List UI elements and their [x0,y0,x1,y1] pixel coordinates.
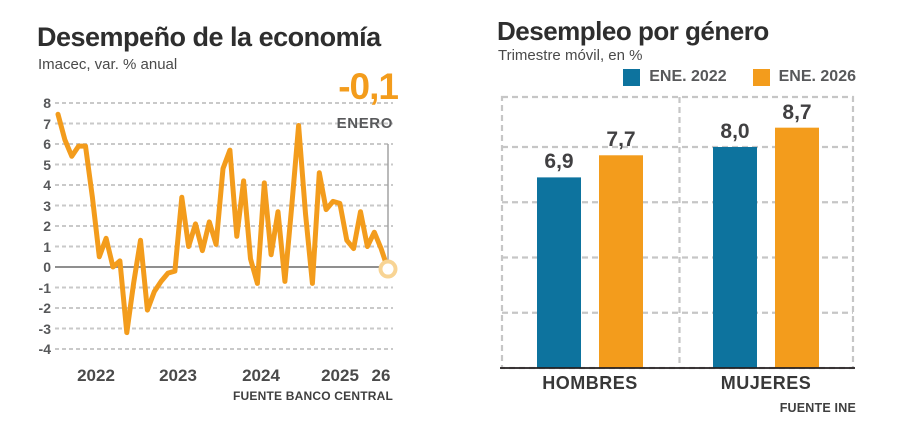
category-label: HOMBRES [542,373,638,393]
x-year-label: 26 [371,366,391,385]
legend-label-2022: ENE. 2022 [649,68,727,85]
y-tick-label: 7 [43,115,51,132]
x-year-label: 2022 [77,366,115,385]
economy-source: FUENTE BANCO CENTRAL [233,389,393,403]
y-tick-label: 0 [43,259,51,275]
bar [537,177,581,368]
economy-subtitle: Imacec, var. % anual [38,56,178,73]
y-tick-label: 4 [43,177,51,193]
y-tick-label: 8 [43,95,51,111]
bar [775,127,819,368]
legend-swatch-2022 [623,68,641,86]
end-point-dot [382,263,394,275]
bar-value-label: 6,9 [544,150,574,174]
y-tick-label: -2 [38,300,51,316]
bar [713,147,757,368]
chart-frame [500,95,855,370]
y-tick-label: 1 [43,238,51,255]
latest-value: -0,1 [338,66,399,107]
latest-month-label: ENERO [336,115,393,132]
economy-title: Desempeño de la economía [37,22,381,52]
bar-value-label: 8,7 [782,100,812,124]
bar [599,155,643,368]
y-tick-label: -4 [38,341,51,357]
unemployment-subtitle: Trimestre móvil, en % [498,47,643,64]
legend-item-2026: ENE. 2026 [752,68,856,86]
legend-swatch-2026 [752,68,770,86]
y-tick-label: 6 [43,136,51,152]
y-tick-label: 5 [43,156,51,173]
bar-value-label: 8,0 [720,120,750,143]
y-tick-label: 3 [43,197,51,214]
bar-value-label: 7,7 [606,128,636,152]
imacec-line [55,111,391,336]
legend: ENE. 2022 ENE. 2026 [623,68,856,86]
x-year-label: 2024 [242,366,280,385]
x-year-label: 2023 [159,366,197,385]
category-label: MUJERES [720,373,812,393]
y-tick-label: 2 [43,218,51,234]
legend-label-2026: ENE. 2026 [778,68,856,85]
legend-item-2022: ENE. 2022 [623,68,727,86]
x-year-label: 2025 [321,366,359,385]
y-tick-label: -3 [38,320,51,337]
unemployment-title: Desempleo por género [497,16,769,46]
unemployment-source: FUENTE INE [779,401,856,415]
y-tick-label: -1 [38,279,51,296]
